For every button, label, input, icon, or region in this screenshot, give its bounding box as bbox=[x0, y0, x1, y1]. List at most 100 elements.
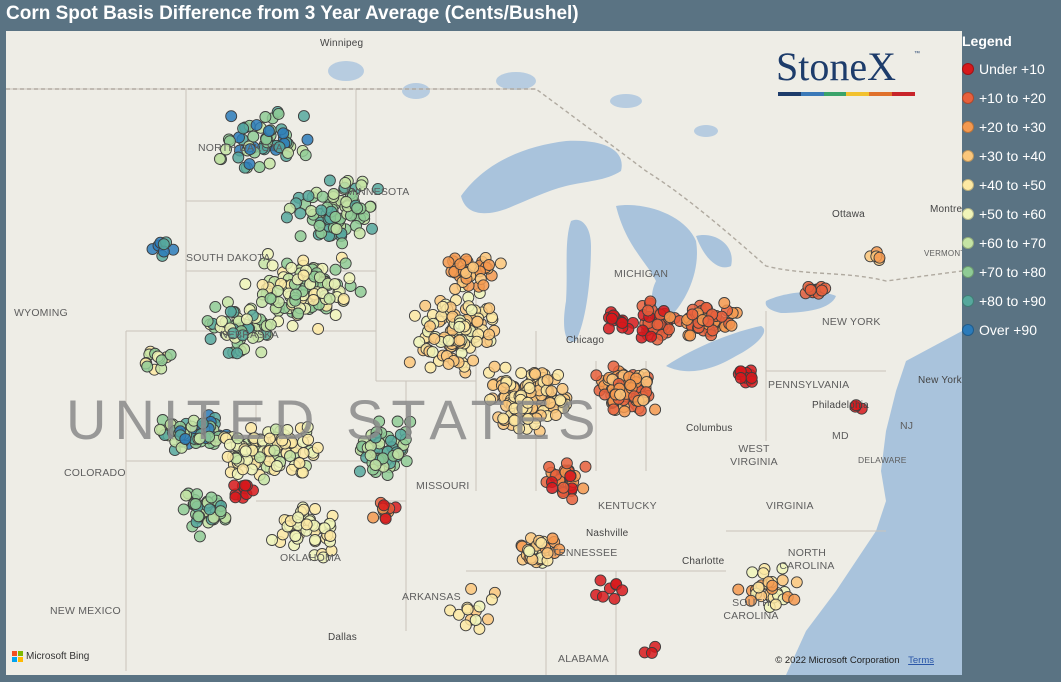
basis-point[interactable] bbox=[192, 510, 205, 523]
basis-point[interactable] bbox=[277, 127, 290, 140]
basis-point[interactable] bbox=[324, 530, 337, 542]
basis-point[interactable] bbox=[815, 284, 828, 297]
basis-point[interactable] bbox=[315, 204, 328, 217]
basis-point[interactable] bbox=[776, 562, 789, 575]
legend-item[interactable]: Under +10 bbox=[962, 54, 1061, 83]
basis-point[interactable] bbox=[485, 593, 498, 606]
basis-point[interactable] bbox=[223, 438, 236, 451]
basis-point[interactable] bbox=[293, 457, 306, 469]
basis-point[interactable] bbox=[428, 332, 441, 345]
basis-point[interactable] bbox=[645, 330, 657, 343]
basis-point[interactable] bbox=[272, 107, 285, 120]
legend-item[interactable]: +10 to +20 bbox=[962, 83, 1061, 112]
basis-point[interactable] bbox=[282, 146, 294, 159]
basis-point[interactable] bbox=[529, 368, 542, 381]
basis-point[interactable] bbox=[385, 434, 397, 447]
basis-point[interactable] bbox=[515, 367, 528, 380]
basis-point[interactable] bbox=[477, 279, 490, 292]
basis-point[interactable] bbox=[239, 479, 252, 492]
basis-point[interactable] bbox=[284, 450, 296, 463]
legend-item[interactable]: +60 to +70 bbox=[962, 228, 1061, 257]
basis-point[interactable] bbox=[483, 259, 495, 271]
basis-point[interactable] bbox=[744, 594, 757, 607]
basis-point[interactable] bbox=[214, 505, 227, 518]
basis-point[interactable] bbox=[766, 579, 779, 592]
basis-point[interactable] bbox=[483, 302, 496, 315]
basis-point[interactable] bbox=[424, 361, 437, 374]
basis-point[interactable] bbox=[240, 313, 253, 326]
basis-point[interactable] bbox=[155, 354, 168, 367]
basis-point[interactable] bbox=[276, 434, 289, 447]
basis-point[interactable] bbox=[229, 491, 242, 504]
basis-point[interactable] bbox=[268, 444, 281, 457]
basis-point[interactable] bbox=[624, 379, 637, 392]
basis-point[interactable] bbox=[224, 305, 237, 318]
basis-point[interactable] bbox=[553, 543, 566, 556]
basis-point[interactable] bbox=[454, 258, 467, 271]
basis-point[interactable] bbox=[227, 327, 240, 340]
basis-point[interactable] bbox=[788, 593, 801, 606]
basis-point[interactable] bbox=[266, 534, 278, 546]
basis-point[interactable] bbox=[239, 445, 252, 458]
basis-point[interactable] bbox=[258, 473, 270, 486]
basis-point[interactable] bbox=[311, 441, 324, 454]
basis-point[interactable] bbox=[546, 482, 559, 494]
basis-point[interactable] bbox=[317, 551, 330, 564]
basis-point[interactable] bbox=[590, 369, 603, 382]
basis-point[interactable] bbox=[353, 465, 366, 478]
basis-point[interactable] bbox=[564, 470, 577, 483]
basis-point[interactable] bbox=[372, 182, 384, 195]
basis-point[interactable] bbox=[616, 316, 629, 329]
basis-point[interactable] bbox=[366, 222, 378, 235]
basis-point[interactable] bbox=[746, 566, 759, 579]
basis-point[interactable] bbox=[790, 576, 803, 589]
legend-item[interactable]: +20 to +30 bbox=[962, 112, 1061, 141]
basis-point[interactable] bbox=[469, 614, 482, 627]
basis-point[interactable] bbox=[313, 219, 326, 232]
basis-point[interactable] bbox=[543, 460, 556, 473]
basis-point[interactable] bbox=[286, 319, 299, 332]
basis-point[interactable] bbox=[556, 382, 569, 395]
basis-point[interactable] bbox=[607, 403, 620, 416]
basis-point[interactable] bbox=[473, 600, 486, 613]
basis-point[interactable] bbox=[461, 603, 474, 616]
basis-point[interactable] bbox=[483, 328, 495, 341]
basis-point[interactable] bbox=[266, 259, 279, 272]
basis-point[interactable] bbox=[231, 347, 244, 360]
basis-point[interactable] bbox=[776, 574, 789, 587]
basis-point[interactable] bbox=[312, 322, 325, 335]
basis-point[interactable] bbox=[484, 393, 497, 406]
basis-point[interactable] bbox=[453, 334, 466, 347]
basis-point[interactable] bbox=[557, 481, 570, 494]
basis-point[interactable] bbox=[552, 368, 565, 381]
basis-point[interactable] bbox=[281, 424, 294, 436]
basis-point[interactable] bbox=[470, 335, 483, 348]
basis-point[interactable] bbox=[467, 261, 480, 274]
basis-point[interactable] bbox=[247, 130, 260, 143]
basis-point[interactable] bbox=[261, 248, 274, 260]
basis-point[interactable] bbox=[305, 205, 318, 217]
basis-point[interactable] bbox=[297, 269, 310, 282]
basis-point[interactable] bbox=[452, 608, 465, 621]
basis-point[interactable] bbox=[301, 133, 314, 146]
basis-point[interactable] bbox=[465, 582, 478, 595]
basis-point[interactable] bbox=[297, 110, 310, 123]
basis-point[interactable] bbox=[323, 174, 336, 187]
basis-point[interactable] bbox=[471, 315, 484, 328]
basis-point[interactable] bbox=[301, 421, 314, 434]
basis-point[interactable] bbox=[752, 581, 765, 594]
basis-point[interactable] bbox=[541, 374, 554, 387]
basis-point[interactable] bbox=[400, 455, 413, 468]
basis-point[interactable] bbox=[594, 574, 607, 587]
basis-point[interactable] bbox=[508, 414, 521, 427]
basis-point[interactable] bbox=[343, 272, 356, 285]
basis-point[interactable] bbox=[663, 323, 675, 336]
basis-point[interactable] bbox=[546, 532, 559, 545]
basis-point[interactable] bbox=[442, 256, 455, 269]
basis-point[interactable] bbox=[850, 399, 863, 412]
basis-point[interactable] bbox=[651, 318, 664, 331]
legend-item[interactable]: +50 to +60 bbox=[962, 199, 1061, 228]
basis-point[interactable] bbox=[179, 433, 192, 445]
basis-point[interactable] bbox=[734, 372, 747, 384]
basis-point[interactable] bbox=[307, 294, 320, 306]
